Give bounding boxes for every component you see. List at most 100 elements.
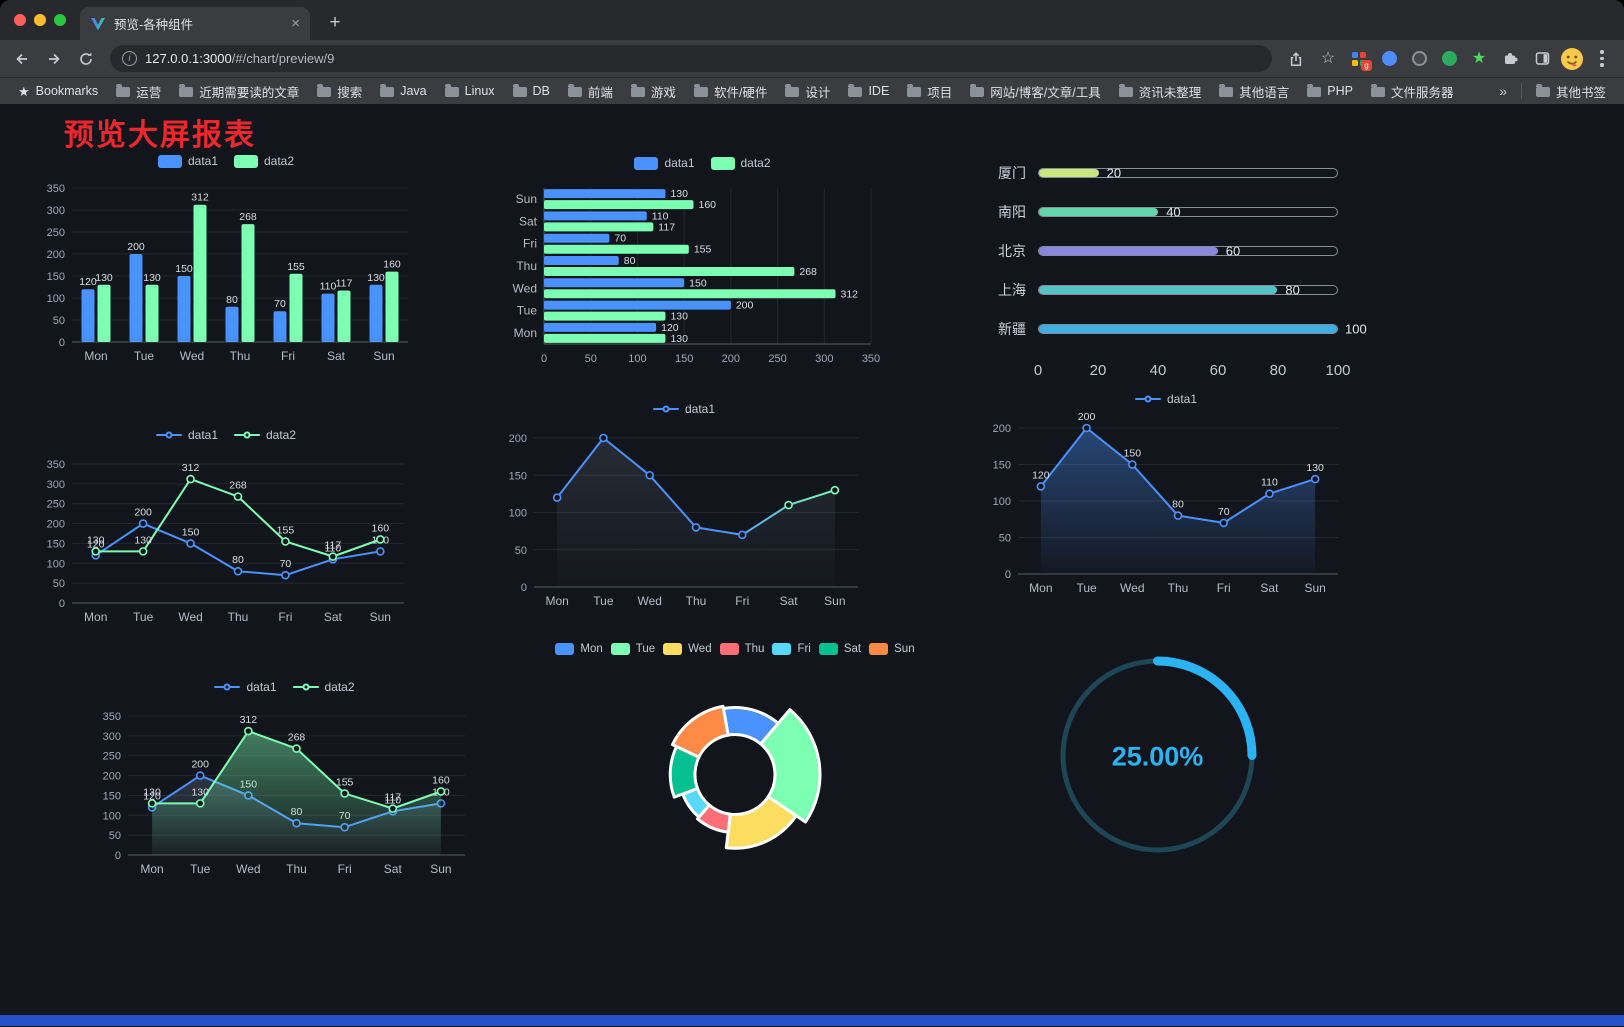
extension-green-icon[interactable] [1436, 46, 1462, 72]
legend-item[interactable]: data2 [234, 428, 296, 442]
bookmark-label: 软件/硬件 [713, 85, 768, 100]
legend-item[interactable]: data2 [710, 156, 771, 170]
tab-close-icon[interactable]: × [291, 15, 300, 32]
new-tab-button[interactable]: + [329, 12, 341, 33]
menu-kebab-icon[interactable] [1588, 45, 1616, 73]
close-window-button[interactable] [14, 14, 26, 26]
svg-text:Thu: Thu [686, 594, 707, 608]
bar-segment [544, 311, 666, 321]
reload-button[interactable] [72, 45, 100, 73]
svg-text:200: 200 [134, 507, 152, 519]
legend-item[interactable]: Thu [719, 643, 764, 655]
site-info-icon[interactable]: i [122, 51, 137, 66]
reload-icon [80, 52, 92, 65]
svg-text:Sat: Sat [384, 862, 403, 876]
legend-item[interactable]: Sun [869, 643, 915, 655]
svg-text:Mon: Mon [84, 349, 107, 363]
chart-gauge: 25.00% [1040, 638, 1275, 873]
legend-item[interactable]: data2 [292, 680, 355, 694]
extension-star-icon[interactable]: ★ [1471, 49, 1487, 67]
share-icon[interactable] [1282, 45, 1310, 73]
bookmark-item[interactable]: 设计 [777, 79, 838, 104]
minimize-window-button[interactable] [34, 14, 46, 26]
svg-text:200: 200 [993, 423, 1011, 435]
progress-label: 新疆 [998, 321, 1026, 337]
bookmark-label: IDE [868, 84, 890, 98]
bookmark-item[interactable]: 搜索 [309, 79, 370, 104]
legend-item[interactable]: data1 [214, 680, 277, 694]
bookmark-item[interactable]: IDE [840, 79, 897, 104]
browser-tab[interactable]: 预览-各种组件 × [80, 7, 310, 40]
extension-grid-icon[interactable]: g [1346, 46, 1372, 72]
chart-canvas: 0501001502002503003501202001508070110130… [103, 711, 465, 876]
bookmarks-overflow-chevron[interactable]: » [1499, 83, 1507, 99]
folder-icon [116, 84, 131, 97]
legend-item[interactable]: data1 [634, 156, 695, 170]
bookmark-item[interactable]: 游戏 [623, 79, 684, 104]
profile-avatar[interactable] [1560, 47, 1584, 71]
bookmark-item[interactable]: 近期需要读的文章 [171, 79, 307, 104]
legend-item[interactable]: Wed [663, 643, 712, 655]
legend-item[interactable]: Fri [772, 643, 811, 655]
progress-label: 上海 [998, 282, 1026, 298]
bookmark-item[interactable]: DB [505, 79, 558, 104]
folder-icon [444, 84, 459, 97]
bookmark-item[interactable]: Java [372, 79, 434, 104]
svg-text:350: 350 [47, 459, 65, 471]
chart-canvas: 25.00% [1060, 656, 1257, 853]
bookmark-item[interactable]: 文件服务器 [1363, 79, 1462, 104]
folder-icon [380, 84, 395, 97]
legend-item[interactable]: Tue [610, 643, 655, 655]
axis-tick-label: 0 [1033, 362, 1043, 379]
svg-text:155: 155 [694, 244, 712, 256]
bookmark-item[interactable]: 资讯未整理 [1111, 79, 1210, 104]
bookmark-star-icon[interactable]: ☆ [1314, 45, 1342, 73]
browser-toolbar: i 127.0.0.1:3000/#/chart/preview/9 ☆ g ★ [0, 40, 1624, 77]
legend-item[interactable]: data2 [234, 154, 294, 168]
bookmark-item[interactable]: 运营 [108, 79, 169, 104]
bookmarks-home-item[interactable]: ★ Bookmarks [18, 83, 99, 99]
bookmark-label: Java [400, 84, 427, 98]
bookmark-item[interactable]: 软件/硬件 [686, 79, 775, 104]
svg-text:0: 0 [59, 598, 65, 610]
page-title: 预览大屏报表 [64, 119, 256, 152]
side-panel-icon[interactable] [1528, 45, 1556, 73]
legend-marker [157, 154, 182, 168]
legend-item[interactable]: data1 [157, 154, 218, 168]
back-button[interactable] [8, 45, 36, 73]
progress-axis: 0 20 40 60 80 100 [1034, 362, 1351, 380]
legend-item[interactable]: Sat [818, 643, 861, 655]
legend-marker [652, 403, 679, 415]
progress-value: 20 [1106, 165, 1122, 181]
legend-marker [155, 429, 182, 441]
bar-segment [321, 293, 335, 342]
bookmark-item[interactable]: 网站/博客/文章/工具 [962, 79, 1108, 104]
bookmark-item[interactable]: 项目 [899, 79, 960, 104]
legend-item[interactable]: data1 [652, 402, 715, 416]
url-bar[interactable]: i 127.0.0.1:3000/#/chart/preview/9 [110, 45, 1272, 72]
extension-blue-icon[interactable] [1376, 46, 1402, 72]
extension-dark-icon[interactable] [1406, 46, 1432, 72]
other-bookmarks-item[interactable]: 其他书签 [1528, 79, 1614, 104]
legend-item[interactable]: data1 [1134, 392, 1197, 406]
forward-button[interactable] [40, 45, 68, 73]
chart-legend: Mon Tue Wed Thu Fri Sat Sun [530, 638, 940, 660]
bookmark-item[interactable]: Linux [437, 79, 503, 104]
bar-segment [544, 200, 694, 210]
svg-text:150: 150 [675, 353, 693, 365]
svg-text:117: 117 [336, 278, 353, 290]
svg-text:268: 268 [229, 480, 247, 492]
bookmark-item[interactable]: 前端 [560, 79, 621, 104]
axis-tick-label: 60 [1209, 362, 1227, 379]
svg-text:Sun: Sun [370, 610, 391, 624]
svg-text:Sun: Sun [824, 594, 845, 608]
bookmark-item[interactable]: PHP [1299, 79, 1361, 104]
legend-item[interactable]: Mon [555, 643, 603, 655]
zoom-window-button[interactable] [54, 14, 66, 26]
svg-text:150: 150 [47, 271, 65, 283]
extensions-puzzle-icon[interactable] [1496, 45, 1524, 73]
legend-item[interactable]: data1 [155, 428, 218, 442]
chart-legend: data1 [982, 388, 1350, 410]
bookmark-item[interactable]: 其他语言 [1211, 79, 1297, 104]
